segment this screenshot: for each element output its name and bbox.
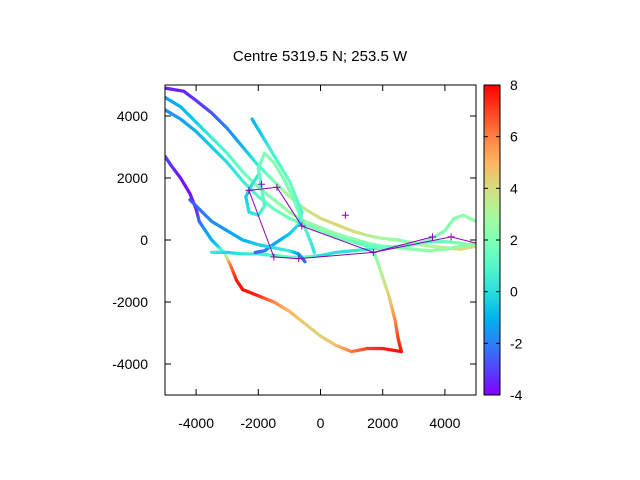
waypoint-marker xyxy=(273,183,281,191)
y-tick-label: -2000 xyxy=(112,294,148,310)
colorbar: -4 -2 0 2 4 6 8 xyxy=(483,77,523,403)
chart-title: Centre 5319.5 N; 253.5 W xyxy=(233,48,408,65)
track-2 xyxy=(165,86,476,251)
waypoint-layer xyxy=(245,180,455,263)
colorbar-tick-label: 0 xyxy=(510,284,518,300)
x-axis: -4000 -2000 0 2000 4000 xyxy=(178,85,461,431)
track-3 xyxy=(165,95,476,253)
colorbar-tick-label: 4 xyxy=(510,180,518,196)
waypoint-path-1 xyxy=(248,190,433,260)
waypoint-marker xyxy=(428,233,436,241)
colorbar-tick-label: -4 xyxy=(510,387,523,403)
y-tick-label: 4000 xyxy=(117,108,148,124)
track-segment xyxy=(312,249,316,254)
waypoint-marker xyxy=(298,222,306,230)
y-tick-label: 2000 xyxy=(117,170,148,186)
x-tick-label: 4000 xyxy=(429,415,460,431)
waypoint-path-layer xyxy=(248,186,476,260)
colorbar-tick-label: 8 xyxy=(510,77,518,93)
y-tick-label: 0 xyxy=(140,232,148,248)
track-segment xyxy=(302,258,307,264)
waypoint-marker xyxy=(257,180,265,188)
colorbar-tick-label: 2 xyxy=(510,232,518,248)
x-tick-label: 2000 xyxy=(367,415,398,431)
x-tick-label: -2000 xyxy=(240,415,276,431)
waypoint-marker xyxy=(369,248,377,256)
x-tick-label: -4000 xyxy=(178,415,214,431)
x-tick-label: 0 xyxy=(317,415,325,431)
y-tick-label: -4000 xyxy=(112,356,148,372)
colorbar-tick-label: 6 xyxy=(510,129,518,145)
track-layer xyxy=(165,86,476,354)
track-4 xyxy=(165,108,476,250)
y-axis: -4000 -2000 0 2000 4000 xyxy=(112,108,476,372)
waypoint-marker xyxy=(270,253,278,261)
track-0 xyxy=(165,154,403,354)
waypoint-marker xyxy=(447,233,455,241)
waypoint-marker xyxy=(245,186,253,194)
waypoint-marker xyxy=(295,255,303,263)
waypoint-path-0 xyxy=(248,186,476,253)
track-7 xyxy=(188,198,307,264)
colorbar-tick-label: -2 xyxy=(510,335,523,351)
waypoint-marker xyxy=(341,211,349,219)
